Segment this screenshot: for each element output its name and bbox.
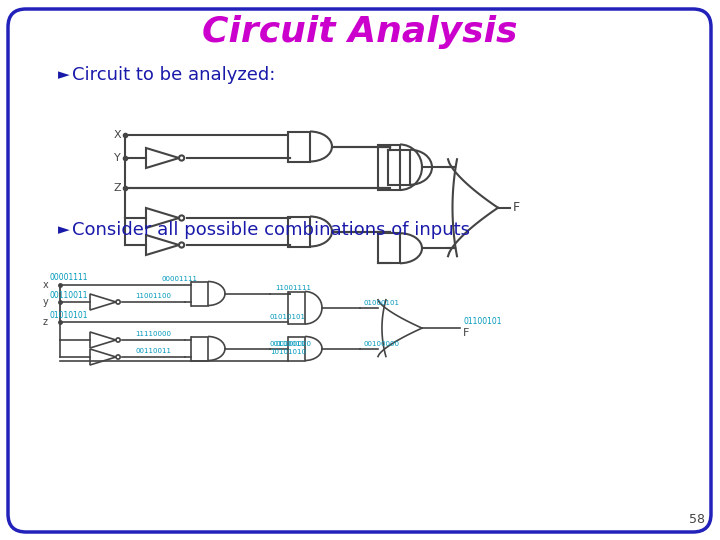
Text: Circuit Analysis: Circuit Analysis xyxy=(202,15,518,49)
Text: 00100000: 00100000 xyxy=(363,341,399,347)
Text: X: X xyxy=(113,130,121,140)
Text: 58: 58 xyxy=(689,513,705,526)
Text: 00001111: 00001111 xyxy=(162,276,198,282)
FancyBboxPatch shape xyxy=(8,9,711,532)
Text: 01000101: 01000101 xyxy=(363,300,399,306)
Text: Y: Y xyxy=(114,153,121,163)
Text: 11001111: 11001111 xyxy=(275,286,311,292)
Text: 00110011: 00110011 xyxy=(270,341,306,347)
Text: F: F xyxy=(513,201,520,214)
Text: 00100000: 00100000 xyxy=(275,341,311,347)
Text: Consider all possible combinations of inputs: Consider all possible combinations of in… xyxy=(72,221,470,239)
Text: Circuit to be analyzed:: Circuit to be analyzed: xyxy=(72,66,275,84)
Text: 11001100: 11001100 xyxy=(135,293,171,299)
Text: ►: ► xyxy=(58,68,70,83)
Text: x: x xyxy=(42,280,48,290)
Text: 01010101: 01010101 xyxy=(50,310,89,320)
Text: Z: Z xyxy=(113,183,121,193)
Text: 01100101: 01100101 xyxy=(463,316,502,326)
Text: z: z xyxy=(43,317,48,327)
Text: 11110000: 11110000 xyxy=(135,331,171,337)
Text: 01010101: 01010101 xyxy=(270,314,306,320)
Text: 00110011: 00110011 xyxy=(50,291,89,300)
Text: ►: ► xyxy=(58,222,70,238)
Text: 00110011: 00110011 xyxy=(135,348,171,354)
Text: 10101010: 10101010 xyxy=(270,349,306,355)
Text: F: F xyxy=(463,328,469,338)
Text: 00001111: 00001111 xyxy=(50,273,89,282)
Text: y: y xyxy=(42,297,48,307)
